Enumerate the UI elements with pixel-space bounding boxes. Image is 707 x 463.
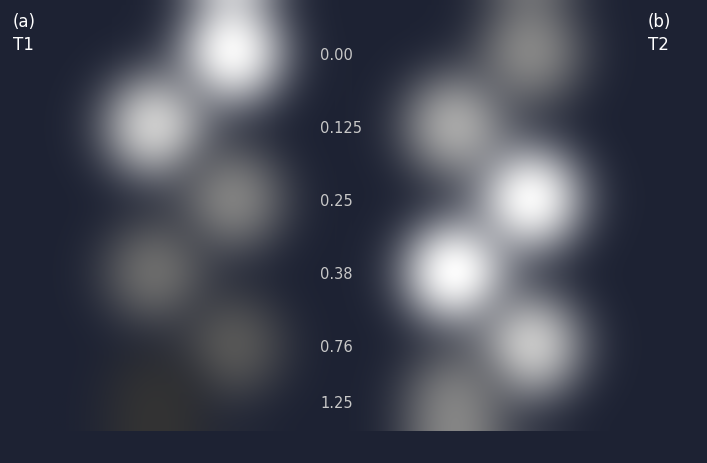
Text: 0.76: 0.76 [320,340,353,355]
Text: 0.25: 0.25 [320,194,353,209]
Text: T2: T2 [648,36,669,54]
Text: 1.25: 1.25 [320,396,353,411]
Text: T1: T1 [13,36,34,54]
Text: 0.38: 0.38 [320,267,353,282]
Text: 0.125: 0.125 [320,121,362,136]
Text: (a): (a) [13,13,36,31]
Text: (b): (b) [648,13,672,31]
Text: 0.00: 0.00 [320,48,353,63]
